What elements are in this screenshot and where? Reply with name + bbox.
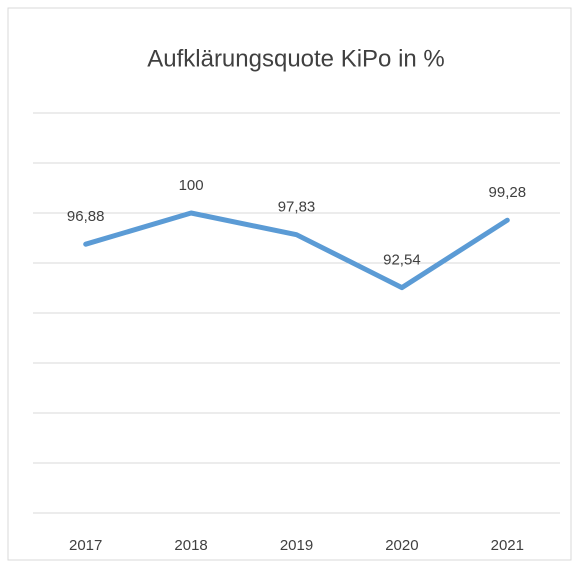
data-label: 99,28 (489, 184, 527, 201)
data-label: 100 (179, 177, 204, 194)
x-tick-label: 2020 (385, 537, 418, 554)
x-tick-label: 2021 (491, 537, 524, 554)
x-tick-label: 2017 (69, 537, 102, 554)
x-tick-label: 2019 (280, 537, 313, 554)
data-line (83, 210, 510, 291)
chart-frame (7, 7, 572, 561)
data-label: 96,88 (67, 208, 105, 225)
chart-title: Aufklärungsquote KiPo in % (147, 45, 445, 72)
data-label: 92,54 (383, 252, 421, 269)
x-tick-label: 2018 (174, 537, 207, 554)
data-label: 97,83 (278, 199, 316, 216)
